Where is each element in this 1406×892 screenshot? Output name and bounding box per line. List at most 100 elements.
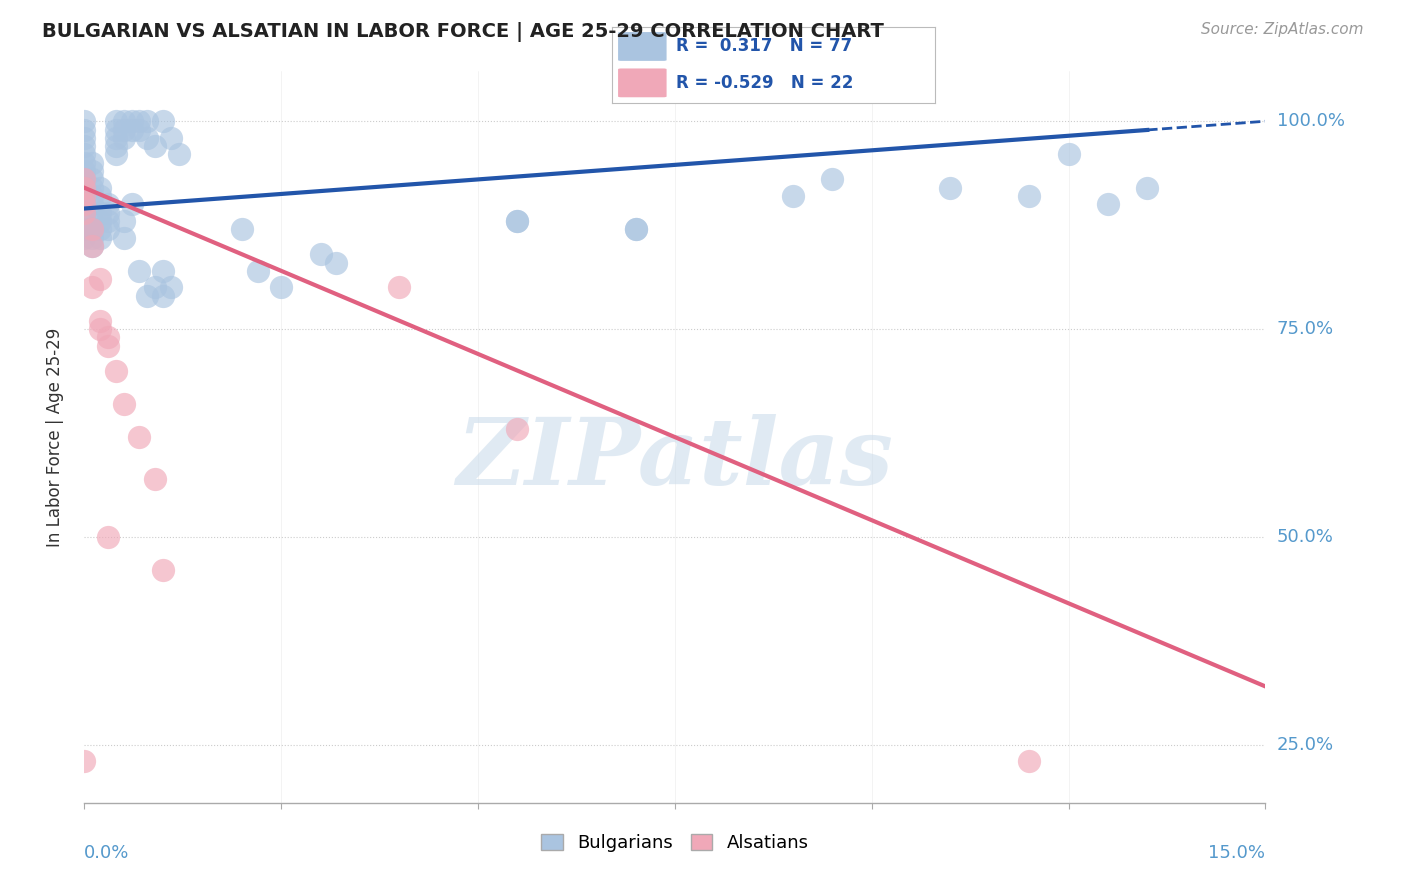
Point: [82, 156, 104, 170]
Legend: Bulgarians, Alsatians: Bulgarians, Alsatians: [534, 827, 815, 860]
Point: [82, 239, 104, 253]
Point: [506, 422, 529, 436]
Point: [782, 189, 804, 203]
Point: [143, 280, 166, 294]
Point: [73, 189, 96, 203]
Point: [143, 139, 166, 153]
Point: [104, 114, 127, 128]
Point: [121, 114, 143, 128]
Point: [82, 189, 104, 203]
Point: [82, 197, 104, 211]
Point: [1097, 197, 1119, 211]
Point: [82, 222, 104, 236]
Point: [97, 197, 120, 211]
Point: [506, 214, 529, 228]
Point: [167, 147, 190, 161]
Point: [143, 472, 166, 486]
Point: [73, 156, 96, 170]
Point: [104, 122, 127, 136]
Point: [1018, 754, 1040, 768]
Text: 100.0%: 100.0%: [1277, 112, 1344, 130]
Point: [82, 239, 104, 253]
Point: [73, 180, 96, 194]
Point: [73, 197, 96, 211]
Text: BULGARIAN VS ALSATIAN IN LABOR FORCE | AGE 25-29 CORRELATION CHART: BULGARIAN VS ALSATIAN IN LABOR FORCE | A…: [42, 22, 884, 42]
Point: [73, 205, 96, 219]
Point: [73, 214, 96, 228]
Point: [112, 230, 135, 244]
Point: [152, 264, 174, 278]
Point: [136, 114, 159, 128]
Point: [97, 330, 120, 344]
Text: Source: ZipAtlas.com: Source: ZipAtlas.com: [1201, 22, 1364, 37]
Point: [82, 222, 104, 236]
Point: [136, 131, 159, 145]
Text: 0.0%: 0.0%: [84, 845, 129, 863]
Point: [73, 205, 96, 219]
Point: [104, 131, 127, 145]
Point: [82, 164, 104, 178]
Text: 75.0%: 75.0%: [1277, 320, 1334, 338]
Point: [309, 247, 332, 261]
Point: [246, 264, 269, 278]
Point: [1018, 189, 1040, 203]
Point: [73, 172, 96, 186]
Point: [939, 180, 962, 194]
Point: [97, 214, 120, 228]
Point: [97, 338, 120, 352]
Point: [73, 189, 96, 203]
Point: [152, 289, 174, 303]
Point: [325, 255, 347, 269]
FancyBboxPatch shape: [619, 32, 666, 61]
Point: [160, 280, 183, 294]
Text: 50.0%: 50.0%: [1277, 528, 1333, 546]
Text: 15.0%: 15.0%: [1208, 845, 1265, 863]
Point: [112, 214, 135, 228]
Point: [104, 139, 127, 153]
Point: [104, 147, 127, 161]
Point: [89, 272, 111, 286]
Point: [112, 122, 135, 136]
Point: [97, 530, 120, 544]
Point: [506, 214, 529, 228]
Point: [97, 222, 120, 236]
Point: [73, 197, 96, 211]
Point: [112, 131, 135, 145]
Point: [73, 754, 96, 768]
FancyBboxPatch shape: [619, 69, 666, 97]
Point: [73, 222, 96, 236]
Point: [121, 197, 143, 211]
Point: [160, 131, 183, 145]
Text: 25.0%: 25.0%: [1277, 736, 1334, 754]
Point: [73, 230, 96, 244]
Point: [89, 322, 111, 336]
Text: R =  0.317   N = 77: R = 0.317 N = 77: [676, 37, 852, 55]
Point: [388, 280, 411, 294]
Point: [270, 280, 292, 294]
Point: [152, 114, 174, 128]
Text: ZIPatlas: ZIPatlas: [457, 414, 893, 504]
Point: [73, 172, 96, 186]
Point: [73, 131, 96, 145]
Point: [89, 222, 111, 236]
Point: [73, 114, 96, 128]
Point: [89, 230, 111, 244]
Point: [136, 289, 159, 303]
Point: [73, 164, 96, 178]
Point: [104, 363, 127, 377]
Point: [624, 222, 647, 236]
Point: [1136, 180, 1159, 194]
Point: [821, 172, 844, 186]
Point: [73, 180, 96, 194]
Point: [128, 114, 150, 128]
Point: [89, 180, 111, 194]
Point: [82, 180, 104, 194]
Point: [128, 122, 150, 136]
Point: [89, 314, 111, 328]
Point: [89, 189, 111, 203]
Point: [97, 205, 120, 219]
Point: [82, 214, 104, 228]
Point: [82, 280, 104, 294]
Point: [73, 139, 96, 153]
Point: [112, 397, 135, 411]
